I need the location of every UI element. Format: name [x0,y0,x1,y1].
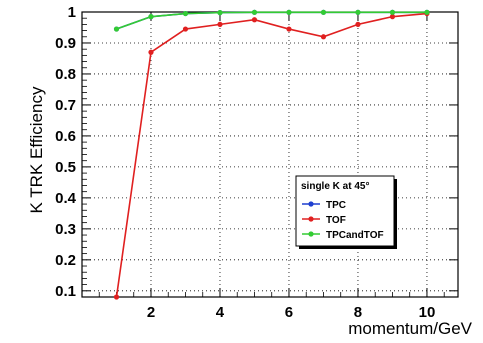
x-tick-label: 10 [419,304,436,321]
data-point-tpcandtof [424,9,430,15]
data-point-tof [251,17,258,23]
data-point-tpcandtof [182,10,189,17]
legend-entry-tof: TOF [326,215,346,226]
legend-entry-tpc: TPC [326,200,346,211]
y-axis-label: K TRK Efficiency [27,86,46,213]
x-tick-label: 8 [354,304,362,321]
grid [82,11,458,297]
axes: 0.1 0.2 0.3 0.4 0.5 0.6 0.7 0.8 0.9 1 2 4 6 8 10 [55,4,459,321]
data-point-tof [217,21,223,27]
data-point-tof [148,49,154,55]
data-point-tof [182,26,189,32]
x-tick-label: 4 [216,304,225,321]
data-point-tof [320,34,327,40]
data-point-tpcandtof [113,26,120,32]
data-point-tof [389,14,396,20]
legend-swatch-marker [308,231,314,237]
y-tick-label: 1 [68,4,76,21]
series-layer [113,9,430,300]
x-axis-label: momentum/GeV [348,319,472,338]
legend-entry-tpcandtof: TPCandTOF [326,230,384,241]
data-point-tpcandtof [148,14,154,20]
y-tick-label: 0.7 [55,97,76,114]
plot-frame [81,11,459,298]
y-tick-label: 0.6 [55,128,76,145]
y-tick-label: 0.8 [55,66,76,83]
legend-title: single K at 45° [301,181,369,192]
data-point-tpcandtof [320,9,327,15]
data-point-tpcandtof [355,9,361,15]
data-point-tof [113,294,120,300]
data-point-tof [355,21,361,27]
data-point-tof [286,26,292,32]
data-point-tpcandtof [389,9,396,15]
y-tick-label: 0.1 [55,283,76,300]
series-line-tof [115,12,428,298]
data-point-tpcandtof [286,9,292,15]
x-tick-label: 6 [285,304,293,321]
legend: single K at 45° TPC TOF TPCandTOF [295,175,397,249]
y-tick-label: 0.9 [55,35,76,52]
x-tick-label: 2 [147,304,155,321]
y-tick-label: 0.3 [55,221,76,238]
legend-swatch-marker [308,216,314,222]
y-tick-label: 0.4 [55,190,77,207]
data-point-tpcandtof [217,10,223,16]
y-tick-label: 0.5 [55,159,76,176]
legend-swatch-marker [308,201,314,207]
data-point-tpcandtof [251,9,258,15]
series-line-tpcandtof [116,11,427,30]
y-tick-label: 0.2 [55,252,76,269]
